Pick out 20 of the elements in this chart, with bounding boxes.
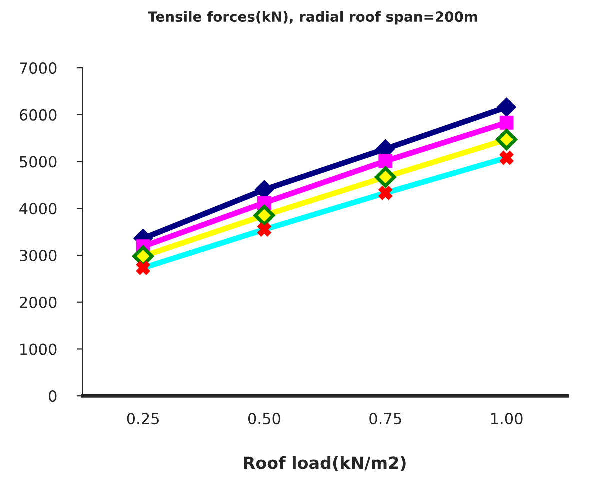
point [254, 205, 276, 226]
x-tick-label: 1.00 [491, 413, 523, 425]
point [378, 154, 393, 168]
point [375, 166, 396, 188]
y-tick-label: 5000 [20, 156, 57, 168]
x-tick-label: 0.75 [370, 413, 402, 425]
x-tick-label: 0.50 [248, 413, 280, 425]
y-tick-label: 1000 [20, 344, 57, 356]
y-tick-label: 0 [49, 390, 57, 402]
y-tick-label: 2000 [20, 296, 57, 308]
y-tick-label: 3000 [20, 250, 57, 262]
x-tick-label: 0.25 [127, 413, 159, 425]
y-tick-label: 4000 [20, 203, 57, 215]
chart-title: Tensile forces(kN), radial roof span=200m [148, 11, 478, 25]
y-tick-label: 7000 [20, 62, 57, 74]
x-axis-title: Roof load(kN/m2) [244, 456, 406, 472]
point [500, 116, 514, 130]
point [497, 98, 516, 117]
point [496, 129, 518, 150]
y-tick-label: 6000 [20, 109, 57, 121]
